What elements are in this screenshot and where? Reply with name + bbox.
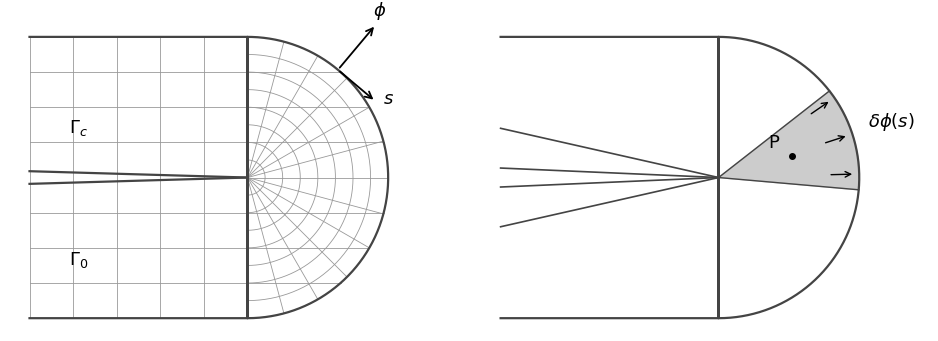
Text: $\Gamma_c$: $\Gamma_c$ xyxy=(69,118,88,137)
Polygon shape xyxy=(719,91,859,190)
Text: $\Gamma_0$: $\Gamma_0$ xyxy=(69,250,88,270)
Text: $\mathrm{P}$: $\mathrm{P}$ xyxy=(768,134,780,152)
Text: $\delta\phi(s)$: $\delta\phi(s)$ xyxy=(868,110,915,133)
Text: $s$: $s$ xyxy=(383,90,394,108)
Text: $\phi$: $\phi$ xyxy=(373,0,386,22)
